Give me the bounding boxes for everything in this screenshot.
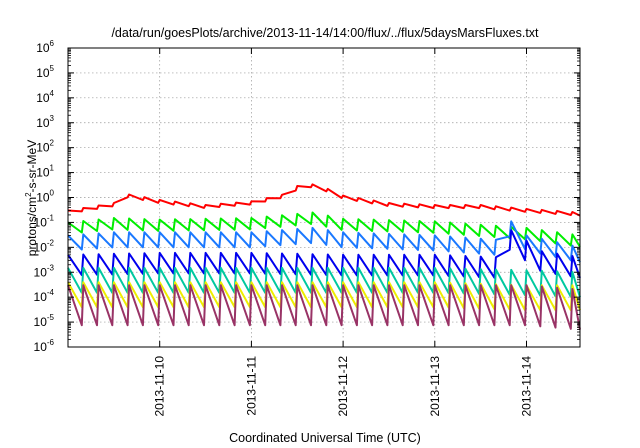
y-tick-label-base: 10 <box>36 116 50 130</box>
y-tick-label: 102 <box>36 139 54 155</box>
y-tick-label-exp: 0 <box>50 189 55 198</box>
y-tick-label-exp: -2 <box>47 238 55 247</box>
y-tick-label: 10-5 <box>34 313 55 329</box>
x-tick-label: 2013-11-11 <box>244 356 258 416</box>
y-tick-label-base: 10 <box>34 315 48 329</box>
series-layer <box>67 183 581 330</box>
y-tick-label-base: 10 <box>34 340 48 354</box>
y-tick-label: 106 <box>36 39 54 55</box>
y-tick-label-exp: 2 <box>50 139 55 148</box>
y-tick-label: 10-4 <box>34 288 55 304</box>
y-tick-label-exp: 3 <box>50 114 55 123</box>
series-line-3 <box>67 220 581 263</box>
y-tick-label-exp: 5 <box>50 64 55 73</box>
y-tick-label-exp: 4 <box>50 89 55 98</box>
y-tick-label: 104 <box>36 89 54 105</box>
x-tick-label: 2013-11-10 <box>153 356 167 417</box>
y-tick-label-base: 10 <box>34 215 48 229</box>
y-tick-label-base: 10 <box>36 41 50 55</box>
series-line-7 <box>67 284 581 330</box>
y-tick-label-exp: 1 <box>50 164 55 173</box>
y-tick-label-base: 10 <box>34 240 48 254</box>
x-axis-label: Coordinated Universal Time (UTC) <box>229 431 421 445</box>
y-tick-labels: 10610510410310210110010-110-210-310-410-… <box>34 39 55 354</box>
series-line-2 <box>67 211 581 248</box>
y-tick-label: 10-6 <box>34 338 55 354</box>
y-tick-label-base: 10 <box>36 66 50 80</box>
y-axis-label-base: protons/cm <box>25 197 39 256</box>
y-tick-label-exp: -3 <box>47 263 55 272</box>
y-tick-label-base: 10 <box>36 141 50 155</box>
y-tick-label: 100 <box>36 189 54 205</box>
y-tick-label-exp: -5 <box>47 313 55 322</box>
x-tick-label: 2013-11-12 <box>336 356 350 417</box>
y-tick-label: 103 <box>36 114 54 130</box>
y-tick-label-exp: -4 <box>47 288 55 297</box>
y-tick-label: 10-3 <box>34 263 55 279</box>
y-tick-label: 10-1 <box>34 213 55 229</box>
y-axis-label-rest: -s-sr-MeV <box>25 140 39 193</box>
y-tick-label: 101 <box>36 164 54 180</box>
y-tick-label: 105 <box>36 64 54 80</box>
chart-title: /data/run/goesPlots/archive/2013-11-14/1… <box>111 26 539 40</box>
y-tick-label-exp: -6 <box>47 338 55 347</box>
series-line-1 <box>67 183 581 217</box>
x-tick-label: 2013-11-14 <box>520 356 534 417</box>
y-axis-label-sup: 2 <box>24 192 33 197</box>
axis-ticks <box>68 47 580 348</box>
y-tick-label-base: 10 <box>36 91 50 105</box>
x-tick-label: 2013-11-13 <box>428 356 442 417</box>
x-tick-labels: 2013-11-10 2013-11-11 2013-11-12 2013-11-13… <box>153 356 534 417</box>
y-tick-label-base: 10 <box>36 166 50 180</box>
y-tick-label-base: 10 <box>36 191 50 205</box>
y-tick-label-base: 10 <box>34 290 48 304</box>
y-tick-label-exp: -1 <box>47 213 55 222</box>
series-line-4 <box>67 229 581 279</box>
y-tick-label: 10-2 <box>34 238 55 254</box>
y-axis-label: protons/cm2-s-sr-MeV <box>24 140 39 256</box>
y-tick-label-base: 10 <box>34 265 48 279</box>
y-tick-label-exp: 6 <box>50 39 55 48</box>
